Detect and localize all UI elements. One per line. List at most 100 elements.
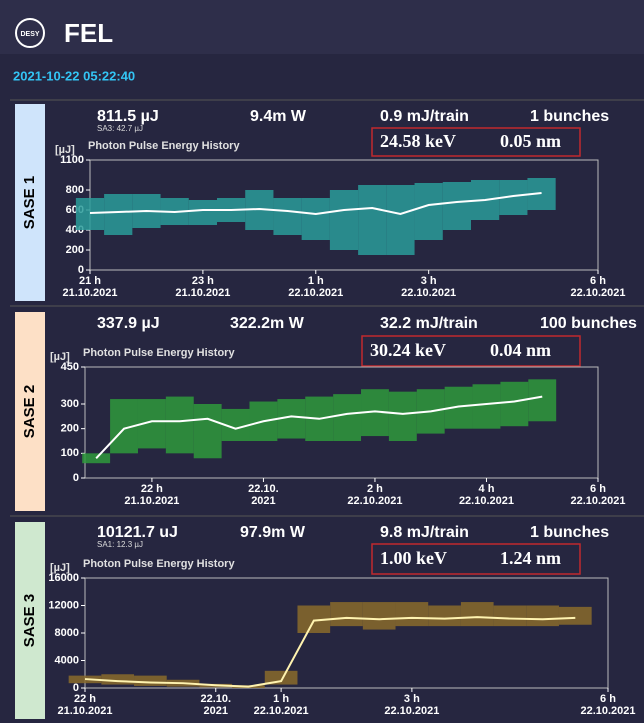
x-tick-label: 2 h: [367, 483, 383, 495]
plot-area: [84, 366, 599, 479]
x-tick-date: 2021: [251, 495, 275, 507]
panel-label: SASE 2: [21, 385, 38, 438]
range-band: [472, 384, 501, 429]
range-band: [333, 394, 362, 441]
range-band: [188, 200, 217, 225]
highlight-box: [371, 127, 581, 157]
chart-title: Photon Pulse Energy History: [83, 347, 235, 359]
x-tick-date: 22.10.2021: [384, 705, 439, 717]
x-tick-date: 22.10.2021: [459, 495, 514, 507]
stat: 1 bunches: [530, 524, 609, 541]
panel-label: SASE 1: [21, 176, 38, 229]
range-band: [301, 198, 330, 240]
y-tick-label: 0: [78, 264, 84, 276]
range-band: [104, 194, 133, 235]
y-tick-label: 0: [73, 682, 79, 694]
range-band: [528, 379, 557, 422]
x-tick-label: 6 h: [590, 483, 606, 495]
wavelength: 0.05 nm: [500, 131, 561, 151]
stat: 9.8 mJ/train: [380, 524, 469, 541]
mean-line: [95, 395, 543, 459]
range-band: [330, 602, 363, 627]
chart-title: Photon Pulse Energy History: [83, 558, 235, 570]
x-tick-date: 22.10.2021: [580, 705, 635, 717]
x-tick-date: 21.10.2021: [57, 705, 112, 717]
y-tick-label: 200: [66, 244, 84, 256]
y-unit: [µJ]: [50, 562, 70, 574]
y-tick-label: 0: [73, 472, 79, 484]
x-tick-date: 21.10.2021: [124, 495, 179, 507]
stat: 100 bunches: [540, 315, 637, 332]
x-tick-label: 22 h: [141, 483, 163, 495]
x-tick-label: 3 h: [404, 693, 420, 705]
logo: [15, 18, 45, 48]
range-band: [395, 602, 429, 627]
y-tick-label: 12000: [48, 599, 79, 611]
stat: 1 bunches: [530, 108, 609, 125]
range-band: [329, 190, 359, 250]
x-tick-label: 6 h: [600, 693, 616, 705]
range-band: [500, 381, 529, 427]
range-band: [442, 182, 471, 230]
y-tick-label: 1100: [60, 154, 84, 166]
y-unit: [µJ]: [55, 144, 75, 156]
range-band: [362, 602, 396, 630]
x-tick-date: 22.10.2021: [347, 495, 402, 507]
x-tick-label: 21 h: [79, 275, 101, 287]
x-tick-date: 21.10.2021: [175, 287, 230, 299]
x-tick-date: 22.10.2021: [570, 495, 625, 507]
logo-text: DESY: [20, 31, 39, 38]
range-band: [264, 670, 298, 685]
range-band: [273, 198, 302, 235]
x-tick-label: 1 h: [308, 275, 324, 287]
page-title: FEL: [64, 18, 113, 48]
x-tick-label: 22.10.: [200, 693, 231, 705]
x-tick-label: 3 h: [421, 275, 437, 287]
stat: 337.9 µJ: [97, 315, 160, 332]
y-tick-label: 200: [61, 423, 79, 435]
x-tick-label: 4 h: [479, 483, 495, 495]
x-tick-label: 22 h: [74, 693, 96, 705]
range-band: [558, 606, 592, 625]
wavelength: 1.24 nm: [500, 548, 561, 568]
range-band: [526, 605, 559, 627]
range-band: [386, 185, 415, 255]
sub-stat: SA3: 42.7 µJ: [97, 124, 143, 133]
range-band: [75, 198, 105, 230]
highlight-box: [371, 543, 581, 575]
x-tick-date: 21.10.2021: [62, 287, 117, 299]
header-bar: [0, 0, 644, 54]
x-tick-label: 6 h: [590, 275, 606, 287]
sub-stat: SA1: 12.3 µJ: [97, 540, 143, 549]
range-band: [493, 605, 527, 627]
range-band: [193, 404, 222, 459]
y-unit: [µJ]: [50, 351, 70, 363]
range-band: [358, 185, 387, 255]
photon-energy: 30.24 keV: [370, 340, 446, 360]
x-tick-date: 2021: [204, 705, 228, 717]
x-tick-label: 22.10.: [248, 483, 279, 495]
y-tick-label: 16000: [48, 572, 79, 584]
wavelength: 0.04 nm: [490, 340, 551, 360]
mean-line: [89, 192, 542, 216]
y-tick-label: 4000: [55, 654, 79, 666]
stat: 811.5 µJ: [97, 108, 159, 125]
y-tick-label: 800: [66, 184, 84, 196]
range-band: [460, 602, 494, 627]
x-tick-date: 22.10.2021: [401, 287, 456, 299]
range-band: [134, 675, 167, 686]
timestamp: 2021-10-22 05:22:40: [13, 68, 135, 83]
stat: 97.9m W: [240, 524, 306, 541]
y-tick-label: 450: [61, 361, 79, 373]
x-tick-label: 1 h: [273, 693, 289, 705]
mean-line: [84, 616, 576, 688]
stat: 322.2m W: [230, 315, 305, 332]
range-band: [388, 391, 417, 441]
stat: 10121.7 uJ: [97, 524, 178, 541]
x-tick-date: 22.10.2021: [254, 705, 309, 717]
panel-label-box: [15, 104, 45, 301]
y-tick-label: 100: [61, 447, 79, 459]
y-tick-label: 8000: [55, 627, 79, 639]
